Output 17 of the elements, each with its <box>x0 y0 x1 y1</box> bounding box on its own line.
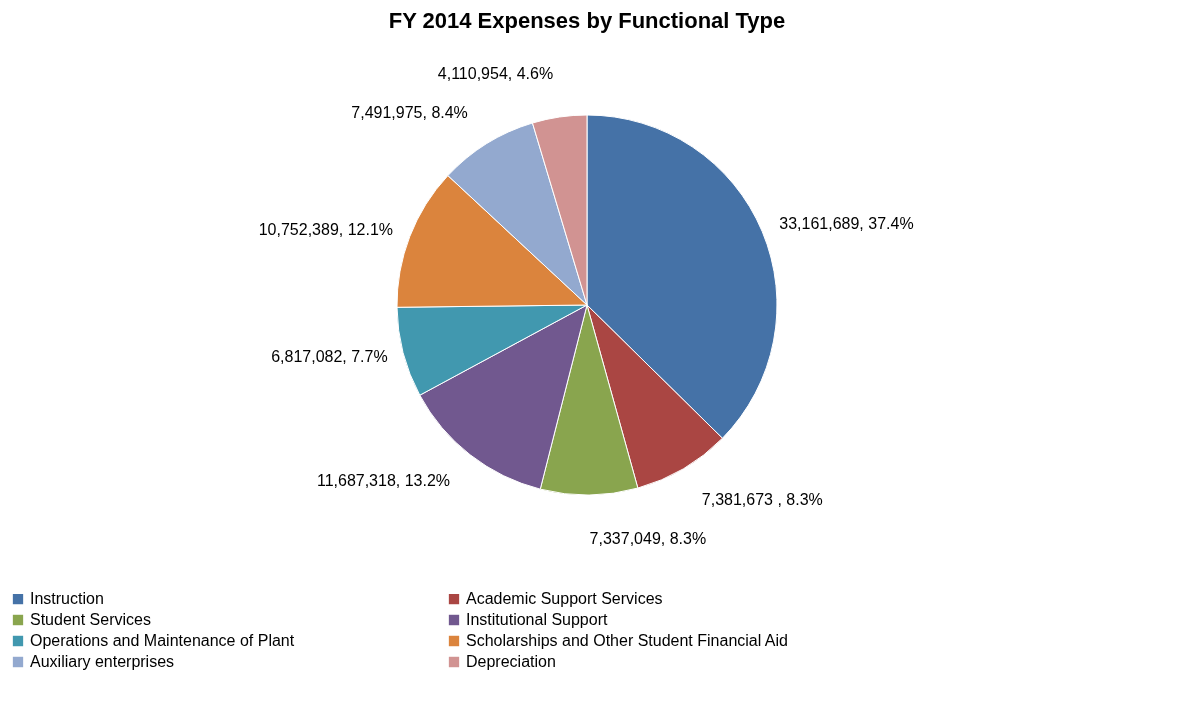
legend-label: Instruction <box>30 590 104 608</box>
legend-label: Student Services <box>30 611 151 628</box>
legend-label: Academic Support Services <box>466 590 663 608</box>
legend-label: Auxiliary enterprises <box>30 653 175 670</box>
data-label: 7,381,673 , 8.3% <box>701 490 823 508</box>
data-label: 33,161,689, 37.4% <box>779 215 914 233</box>
data-label: 7,337,049, 8.3% <box>589 529 707 547</box>
legend-label: Institutional Support <box>466 611 608 628</box>
legend-label: Depreciation <box>466 653 556 670</box>
data-label: 10,752,389, 12.1% <box>258 221 394 239</box>
legend-label: Operations and Maintenance of Plant <box>30 632 295 649</box>
legend-label: Scholarships and Other Student Financial Aid <box>466 632 788 649</box>
chart-title: FY 2014 Expenses by Functional Type <box>388 8 786 33</box>
data-label: 4,110,954, 4.6% <box>437 65 554 83</box>
data-label: 7,491,975, 8.4% <box>351 104 468 122</box>
data-label: 11,687,318, 13.2% <box>316 471 451 489</box>
data-label: 6,817,082, 7.7% <box>271 347 388 365</box>
